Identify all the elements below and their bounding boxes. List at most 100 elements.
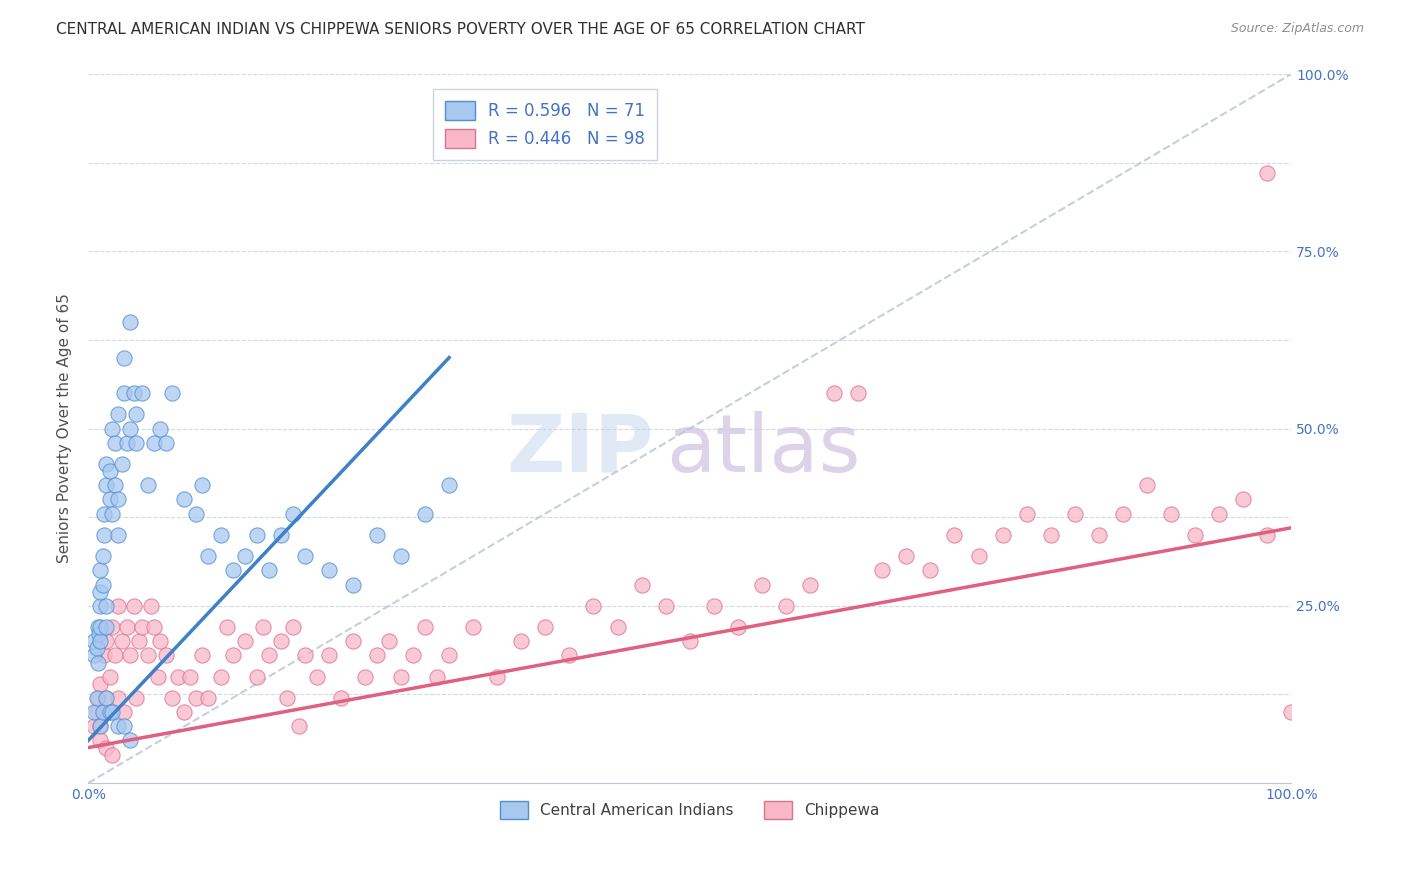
Point xyxy=(378,634,401,648)
Point xyxy=(281,507,304,521)
Point xyxy=(86,705,108,719)
Point xyxy=(534,620,557,634)
Point xyxy=(246,670,269,684)
Point xyxy=(558,648,581,663)
Point xyxy=(89,733,111,747)
Point xyxy=(354,670,377,684)
Point xyxy=(146,670,169,684)
Point xyxy=(270,634,292,648)
Point xyxy=(111,634,134,648)
Point xyxy=(233,634,256,648)
Point xyxy=(93,528,115,542)
Point xyxy=(86,690,108,705)
Point xyxy=(89,677,111,691)
Point xyxy=(246,528,269,542)
Point xyxy=(221,563,243,577)
Point xyxy=(83,719,105,733)
Point xyxy=(96,690,118,705)
Point xyxy=(93,648,115,663)
Point xyxy=(87,627,110,641)
Point xyxy=(486,670,509,684)
Point xyxy=(162,386,184,401)
Point xyxy=(920,563,942,577)
Point xyxy=(139,599,162,613)
Point xyxy=(221,648,243,663)
Point xyxy=(111,457,134,471)
Point xyxy=(1184,528,1206,542)
Point xyxy=(89,584,111,599)
Text: Source: ZipAtlas.com: Source: ZipAtlas.com xyxy=(1230,22,1364,36)
Point xyxy=(107,719,129,733)
Point xyxy=(233,549,256,563)
Point xyxy=(162,690,184,705)
Point xyxy=(727,620,749,634)
Point xyxy=(96,599,118,613)
Point xyxy=(287,719,309,733)
Point xyxy=(155,648,177,663)
Point xyxy=(197,690,219,705)
Point xyxy=(186,507,208,521)
Point xyxy=(173,492,195,507)
Point xyxy=(143,620,166,634)
Point xyxy=(1015,507,1038,521)
Point xyxy=(318,648,340,663)
Point xyxy=(1088,528,1111,542)
Point xyxy=(896,549,918,563)
Point xyxy=(115,435,138,450)
Point xyxy=(112,351,135,365)
Point xyxy=(96,634,118,648)
Point xyxy=(112,705,135,719)
Point xyxy=(1256,166,1278,180)
Point xyxy=(89,719,111,733)
Point xyxy=(91,577,114,591)
Point xyxy=(107,492,129,507)
Point xyxy=(257,648,280,663)
Point xyxy=(654,599,676,613)
Point xyxy=(96,620,118,634)
Point xyxy=(186,690,208,705)
Point xyxy=(122,386,145,401)
Point xyxy=(823,386,845,401)
Point xyxy=(98,492,121,507)
Point xyxy=(86,641,108,656)
Point xyxy=(943,528,966,542)
Point xyxy=(104,435,127,450)
Point xyxy=(98,670,121,684)
Point xyxy=(342,577,364,591)
Point xyxy=(191,478,214,492)
Point xyxy=(197,549,219,563)
Point xyxy=(125,435,148,450)
Point xyxy=(630,577,652,591)
Point xyxy=(125,690,148,705)
Point xyxy=(107,690,129,705)
Point xyxy=(112,386,135,401)
Point xyxy=(104,478,127,492)
Point xyxy=(128,634,150,648)
Point xyxy=(107,408,129,422)
Text: ZIP: ZIP xyxy=(506,411,654,489)
Point xyxy=(87,620,110,634)
Point xyxy=(967,549,990,563)
Point xyxy=(582,599,605,613)
Point xyxy=(87,656,110,670)
Point xyxy=(329,690,352,705)
Point xyxy=(463,620,485,634)
Point xyxy=(426,670,449,684)
Point xyxy=(437,478,460,492)
Point xyxy=(1160,507,1182,521)
Point xyxy=(775,599,797,613)
Point xyxy=(191,648,214,663)
Point xyxy=(366,528,388,542)
Point xyxy=(89,634,111,648)
Point xyxy=(131,386,153,401)
Legend: Central American Indians, Chippewa: Central American Indians, Chippewa xyxy=(494,795,886,825)
Point xyxy=(120,648,142,663)
Point xyxy=(98,705,121,719)
Text: CENTRAL AMERICAN INDIAN VS CHIPPEWA SENIORS POVERTY OVER THE AGE OF 65 CORRELATI: CENTRAL AMERICAN INDIAN VS CHIPPEWA SENI… xyxy=(56,22,865,37)
Point xyxy=(991,528,1014,542)
Point xyxy=(112,719,135,733)
Point xyxy=(270,528,292,542)
Point xyxy=(101,705,124,719)
Point xyxy=(107,528,129,542)
Point xyxy=(83,705,105,719)
